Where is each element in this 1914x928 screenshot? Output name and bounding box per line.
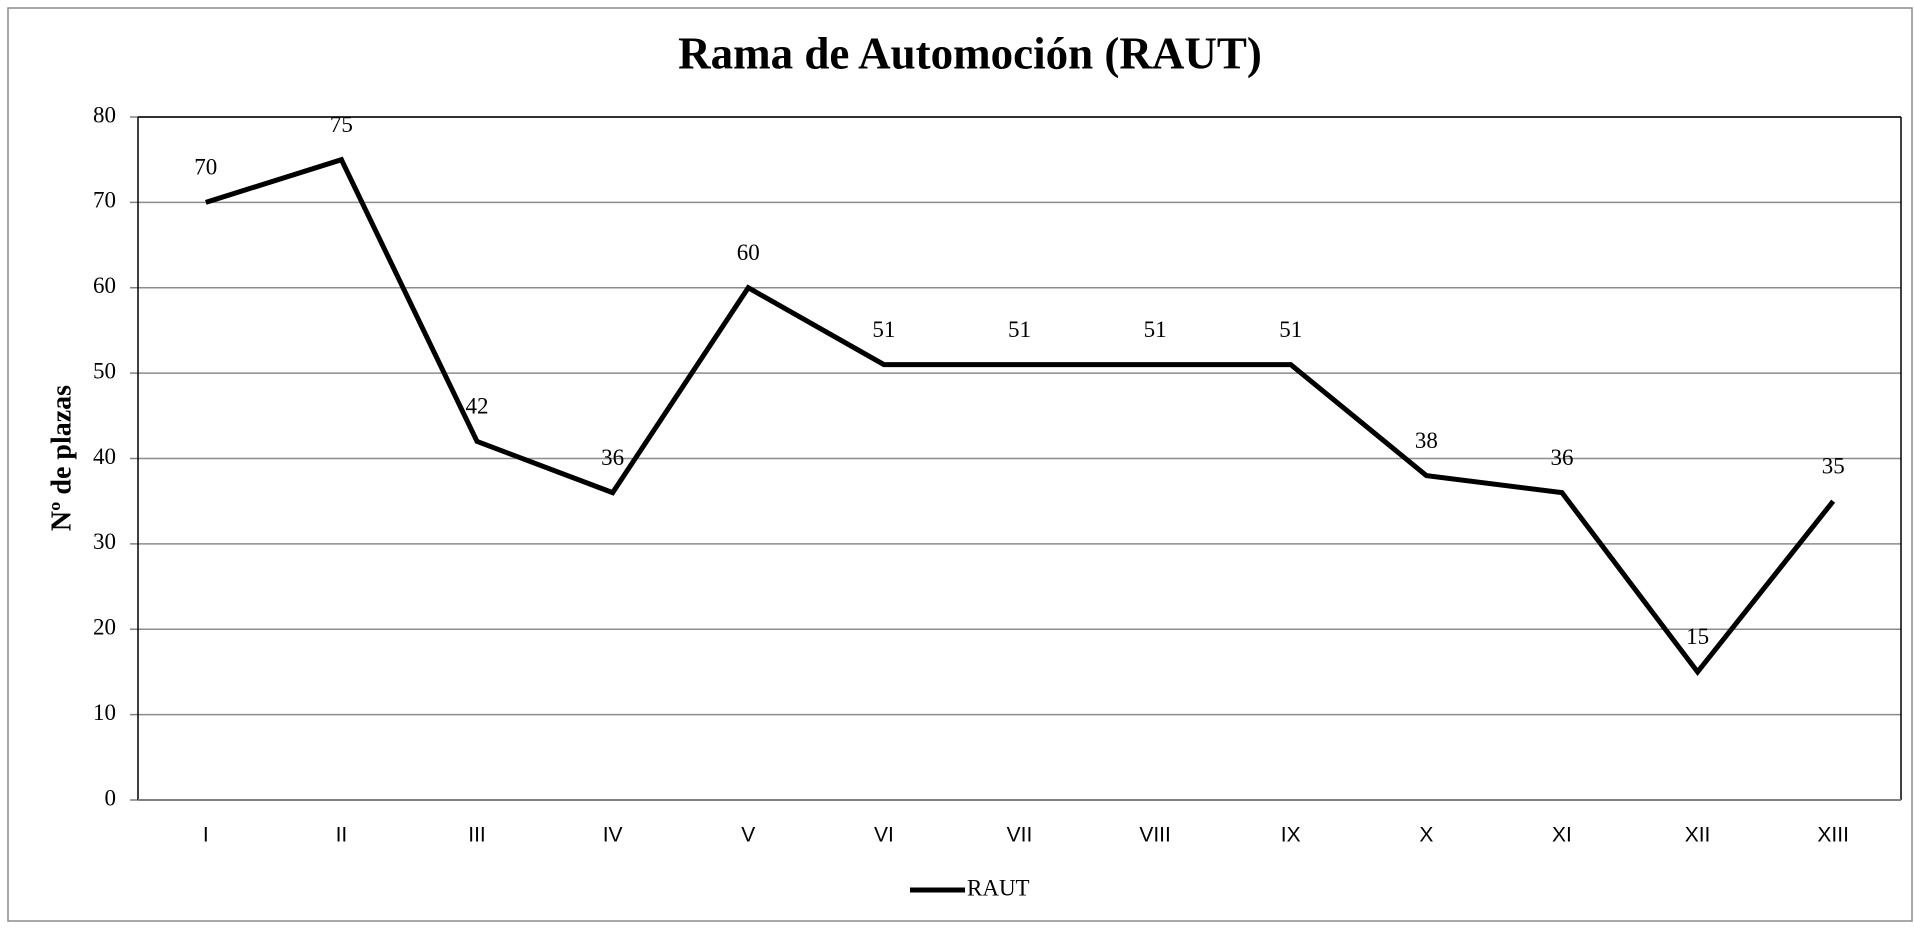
- data-label: 51: [872, 317, 895, 342]
- y-tick-label: 80: [93, 102, 116, 127]
- x-tick-label: I: [203, 824, 209, 847]
- y-tick-label: 0: [105, 785, 117, 810]
- y-tick-label: 40: [93, 444, 116, 469]
- y-tick-label: 50: [93, 358, 116, 383]
- y-tick-label: 10: [93, 700, 116, 725]
- x-tick-label: VII: [1007, 824, 1033, 847]
- chart-border: [7, 7, 1913, 922]
- chart-title: Rama de Automoción (RAUT): [678, 28, 1262, 78]
- data-label: 51: [1144, 317, 1167, 342]
- y-tick-label: 60: [93, 273, 116, 298]
- y-tick-label: 30: [93, 529, 116, 554]
- x-tick-label: XIII: [1817, 824, 1849, 847]
- data-label: 38: [1415, 428, 1438, 453]
- data-label: 75: [330, 112, 353, 137]
- y-tick-label: 70: [93, 188, 116, 213]
- y-tick-label: 20: [93, 615, 116, 640]
- x-tick-label: X: [1419, 824, 1433, 847]
- data-label: 15: [1686, 624, 1709, 649]
- x-tick-label: XI: [1552, 824, 1572, 847]
- data-label: 51: [1008, 317, 1031, 342]
- data-label: 35: [1822, 453, 1845, 478]
- x-tick-label: IV: [603, 824, 623, 847]
- x-tick-label: II: [336, 824, 348, 847]
- x-tick-label: III: [468, 824, 486, 847]
- x-tick-label: V: [741, 824, 755, 847]
- data-label: 70: [194, 155, 217, 180]
- x-tick-label: VI: [874, 824, 894, 847]
- x-tick-label: IX: [1281, 824, 1301, 847]
- data-label: 36: [1550, 445, 1573, 470]
- data-label: 51: [1279, 317, 1302, 342]
- data-label: 60: [737, 240, 760, 265]
- x-tick-label: VIII: [1139, 824, 1171, 847]
- data-label: 36: [601, 445, 624, 470]
- y-axis-label: Nº de plazas: [46, 385, 77, 531]
- x-tick-label: XII: [1685, 824, 1711, 847]
- data-label: 42: [466, 394, 489, 419]
- data-line: [205, 156, 1836, 677]
- legend-label: RAUT: [967, 875, 1030, 900]
